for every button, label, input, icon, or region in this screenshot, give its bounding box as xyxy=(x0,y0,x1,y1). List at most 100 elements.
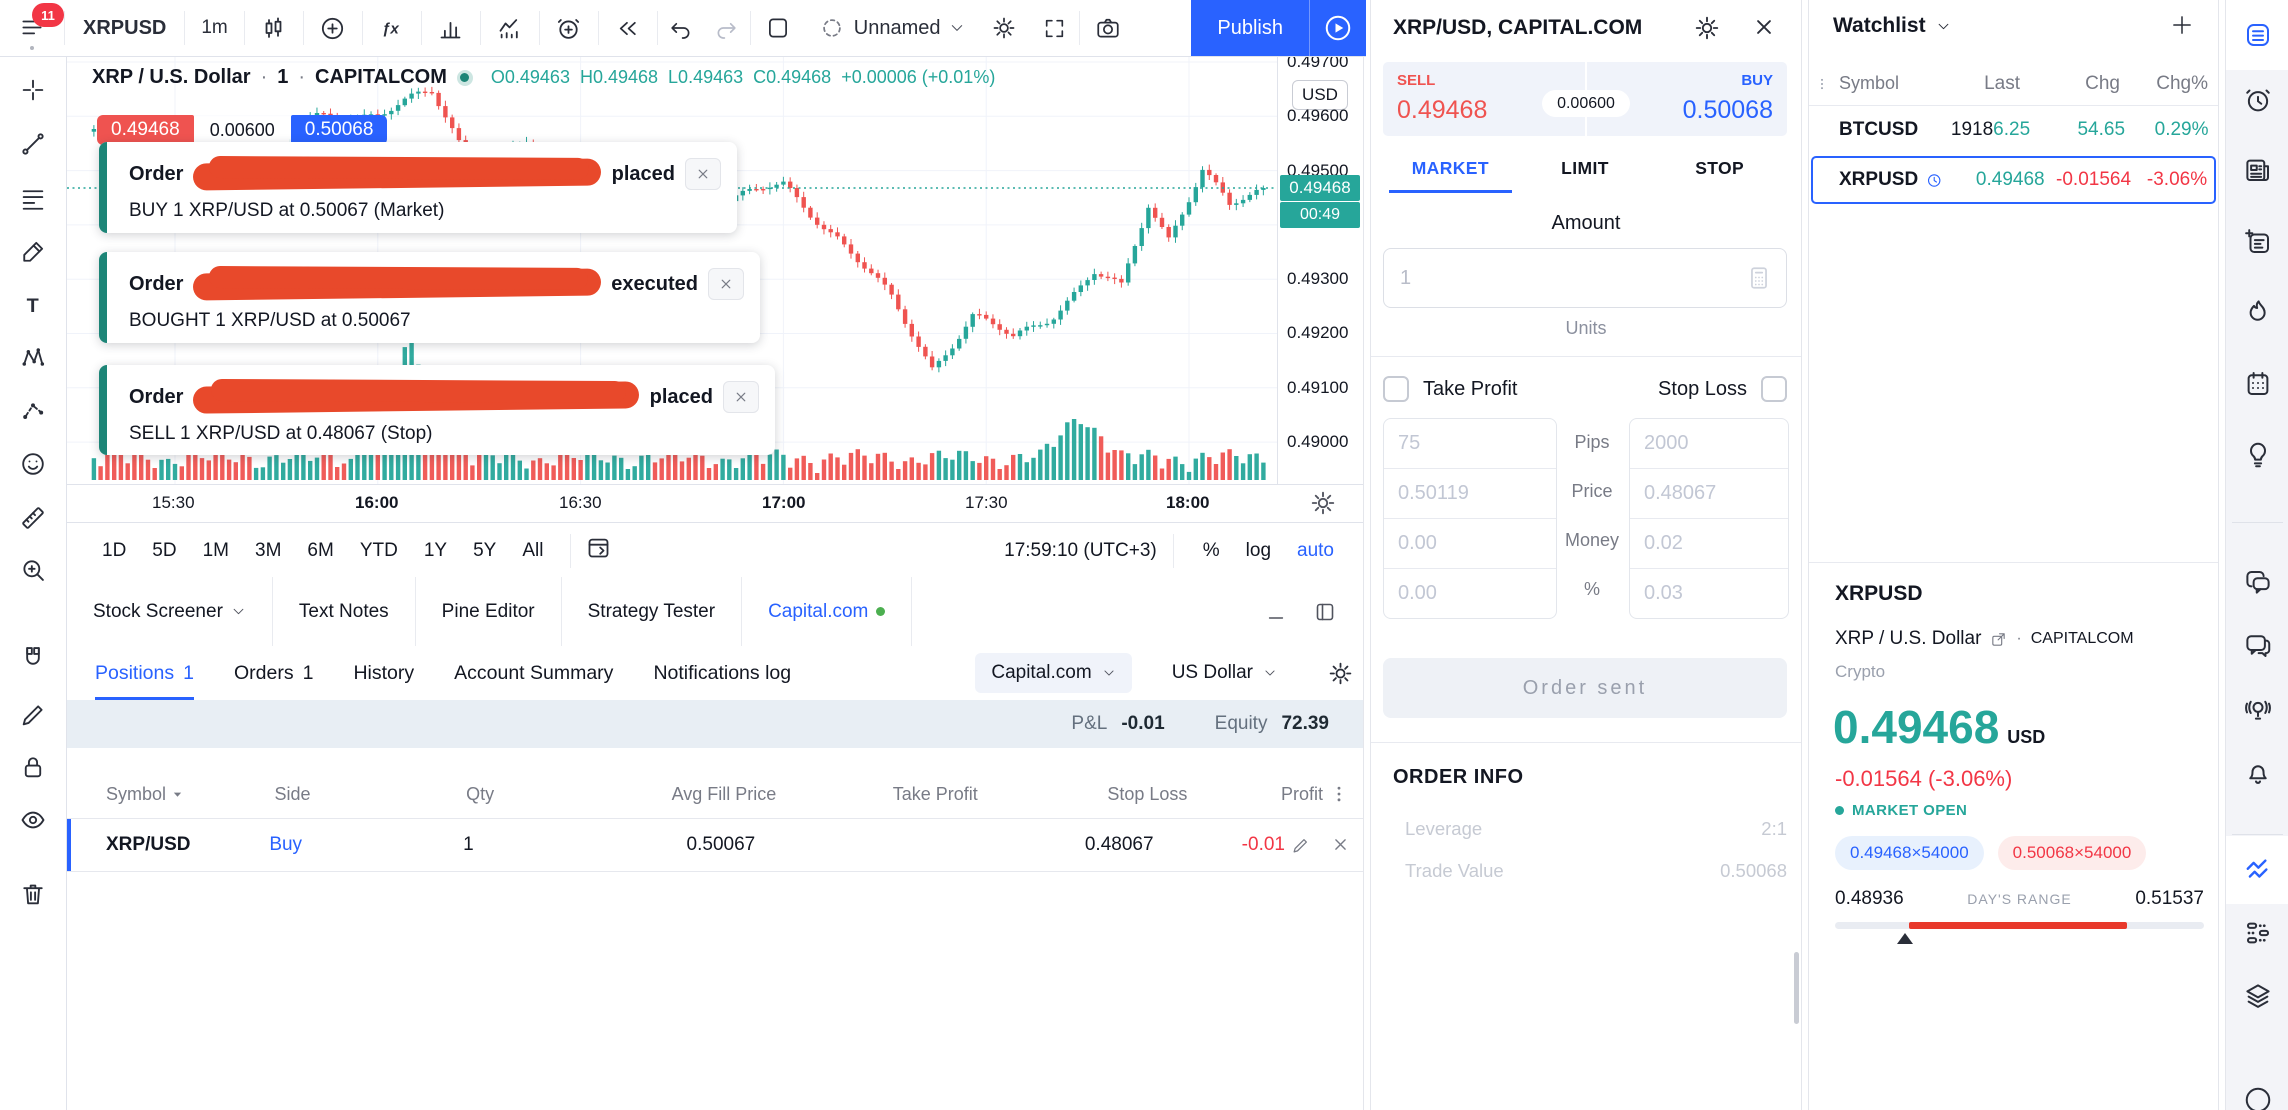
tab-notifications-log[interactable]: Notifications log xyxy=(653,661,792,684)
drawing-mode-tool-icon[interactable] xyxy=(19,701,47,729)
edit-position-icon[interactable] xyxy=(1291,836,1310,855)
wl-col-last[interactable]: Last xyxy=(1984,72,2020,94)
sl-price-input[interactable]: 0.48067 xyxy=(1630,468,1788,518)
percent-scale-button[interactable]: % xyxy=(1202,539,1220,561)
text-notes-rail-icon[interactable] xyxy=(2243,227,2273,257)
settings-button[interactable] xyxy=(979,0,1029,56)
replay-button[interactable] xyxy=(599,0,657,56)
auto-scale-button[interactable]: auto xyxy=(1297,539,1334,561)
alert-button[interactable] xyxy=(540,0,598,56)
fullscreen-button[interactable] xyxy=(1029,0,1079,56)
wl-col-symbol[interactable]: Symbol xyxy=(1839,73,1900,93)
snapshot-button[interactable] xyxy=(1080,0,1136,56)
range-1d[interactable]: 1D xyxy=(102,539,127,561)
tp-pips-input[interactable]: 75 xyxy=(1398,432,1421,454)
external-link-icon[interactable] xyxy=(1990,631,2007,648)
col-avg-fill[interactable]: Avg Fill Price xyxy=(671,783,777,804)
tp-money-input[interactable]: 0.00 xyxy=(1384,518,1556,568)
toast-close-button[interactable] xyxy=(685,158,721,190)
panel-divider[interactable] xyxy=(1363,0,1371,1110)
hide-drawings-tool-icon[interactable] xyxy=(19,806,47,834)
tab-strategy-tester[interactable]: Strategy Tester xyxy=(562,577,743,646)
trend-line-tool-icon[interactable] xyxy=(19,130,47,158)
range-5y[interactable]: 5Y xyxy=(473,539,497,561)
object-tree-rail-icon[interactable] xyxy=(2243,918,2273,948)
watchlist-rail-icon[interactable] xyxy=(2243,20,2273,50)
help-rail-icon[interactable] xyxy=(2243,1085,2273,1110)
panel-settings-button[interactable] xyxy=(1317,660,1363,687)
sl-pips-input[interactable]: 2000 xyxy=(1644,432,1689,454)
order-panel-settings[interactable] xyxy=(1693,14,1721,42)
take-profit-checkbox[interactable] xyxy=(1383,376,1409,402)
col-symbol[interactable]: Symbol xyxy=(100,784,269,805)
wl-col-chg[interactable]: Chg xyxy=(2085,72,2120,94)
streams-rail-icon[interactable] xyxy=(2243,693,2273,723)
lock-drawings-tool-icon[interactable] xyxy=(19,753,47,781)
ideas-rail-icon[interactable] xyxy=(2243,439,2273,469)
main-menu-button[interactable]: 11 xyxy=(0,0,64,56)
layout-button[interactable] xyxy=(751,0,805,56)
tp-price-input[interactable]: 0.50119 xyxy=(1384,468,1556,518)
remove-drawings-tool-icon[interactable] xyxy=(19,880,47,908)
close-position-icon[interactable] xyxy=(1332,836,1349,853)
sell-quick-button[interactable]: 0.49468 xyxy=(97,115,194,145)
news-rail-icon[interactable] xyxy=(2243,155,2273,185)
emoji-tool-icon[interactable] xyxy=(19,450,47,478)
alerts-rail-icon[interactable] xyxy=(2243,85,2273,115)
undo-button[interactable] xyxy=(658,0,704,56)
col-stop-loss[interactable]: Stop Loss xyxy=(1107,783,1188,804)
dom-rail-icon[interactable] xyxy=(2243,853,2273,883)
panel-divider[interactable] xyxy=(2218,0,2226,1110)
range-all[interactable]: All xyxy=(522,539,544,561)
watchlist-row-btcusd[interactable]: BTCUSD 19186.25 54.65 0.29% xyxy=(1809,106,2218,154)
layers-rail-icon[interactable] xyxy=(2243,981,2273,1011)
detail-name[interactable]: XRP / U.S. Dollar xyxy=(1835,628,1982,649)
position-row[interactable]: XRP/USD Buy 1 0.50067 0.48067 -0.01 xyxy=(67,818,1363,872)
publish-play-button[interactable] xyxy=(1310,13,1366,43)
indicators-button[interactable]: ƒx xyxy=(363,0,421,56)
order-sent-button[interactable]: Order sent xyxy=(1383,658,1787,718)
order-panel-close[interactable] xyxy=(1753,16,1777,40)
redo-button[interactable] xyxy=(704,0,750,56)
tp-percent-input[interactable]: 0.00 xyxy=(1384,568,1556,618)
axis-currency-badge[interactable]: USD xyxy=(1292,80,1348,110)
tab-stock-screener[interactable]: Stock Screener xyxy=(67,577,273,646)
time-axis[interactable]: 15:30 16:00 16:30 17:00 17:30 18:00 xyxy=(67,484,1363,523)
price-axis[interactable]: 0.49700 USD 0.49600 0.49500 0.49468 00:4… xyxy=(1277,57,1364,484)
publish-button[interactable]: Publish xyxy=(1217,16,1283,39)
tab-capitalcom[interactable]: Capital.com xyxy=(742,577,913,646)
panel-divider[interactable] xyxy=(1801,0,1809,1110)
log-scale-button[interactable]: log xyxy=(1245,539,1272,561)
crosshair-tool-icon[interactable] xyxy=(19,76,47,104)
fib-retracement-tool-icon[interactable] xyxy=(19,186,47,214)
range-1y[interactable]: 1Y xyxy=(423,539,448,561)
brush-tool-icon[interactable] xyxy=(19,238,47,266)
toast-close-button[interactable] xyxy=(723,381,759,413)
watchlist-menu[interactable]: Watchlist xyxy=(1833,14,1951,38)
text-tool-icon[interactable]: T xyxy=(19,291,47,319)
amount-input[interactable]: 1 xyxy=(1383,248,1787,308)
tab-stop[interactable]: STOP xyxy=(1695,158,1745,178)
hotlists-rail-icon[interactable] xyxy=(2243,297,2273,327)
wl-col-chgp[interactable]: Chg% xyxy=(2156,72,2208,94)
toast-close-button[interactable] xyxy=(708,268,744,300)
compare-button[interactable] xyxy=(422,0,480,56)
calculator-icon[interactable] xyxy=(1746,265,1772,291)
go-to-date-button[interactable] xyxy=(585,534,612,567)
sl-money-input[interactable]: 0.02 xyxy=(1630,518,1788,568)
col-take-profit[interactable]: Take Profit xyxy=(892,783,978,804)
chart-style-button[interactable] xyxy=(245,0,303,56)
tab-account-summary[interactable]: Account Summary xyxy=(454,661,614,684)
tab-market[interactable]: MARKET xyxy=(1383,158,1518,193)
public-chats-rail-icon[interactable] xyxy=(2243,567,2273,597)
axis-settings-gear[interactable] xyxy=(1309,489,1337,517)
sl-percent-input[interactable]: 0.03 xyxy=(1630,568,1788,618)
watchlist-row-xrpusd-selected[interactable]: XRPUSD 0.49468 -0.01564 -3.06% xyxy=(1811,156,2216,204)
broker-select[interactable]: Capital.com xyxy=(975,653,1132,693)
col-side[interactable]: Side xyxy=(274,783,311,804)
layout-name-menu[interactable]: Unnamed xyxy=(805,0,980,56)
range-6m[interactable]: 6M xyxy=(307,539,334,561)
clock-label[interactable]: 17:59:10 (UTC+3) xyxy=(1004,539,1157,561)
notifications-rail-icon[interactable] xyxy=(2243,757,2273,787)
calendar-rail-icon[interactable] xyxy=(2243,369,2273,399)
